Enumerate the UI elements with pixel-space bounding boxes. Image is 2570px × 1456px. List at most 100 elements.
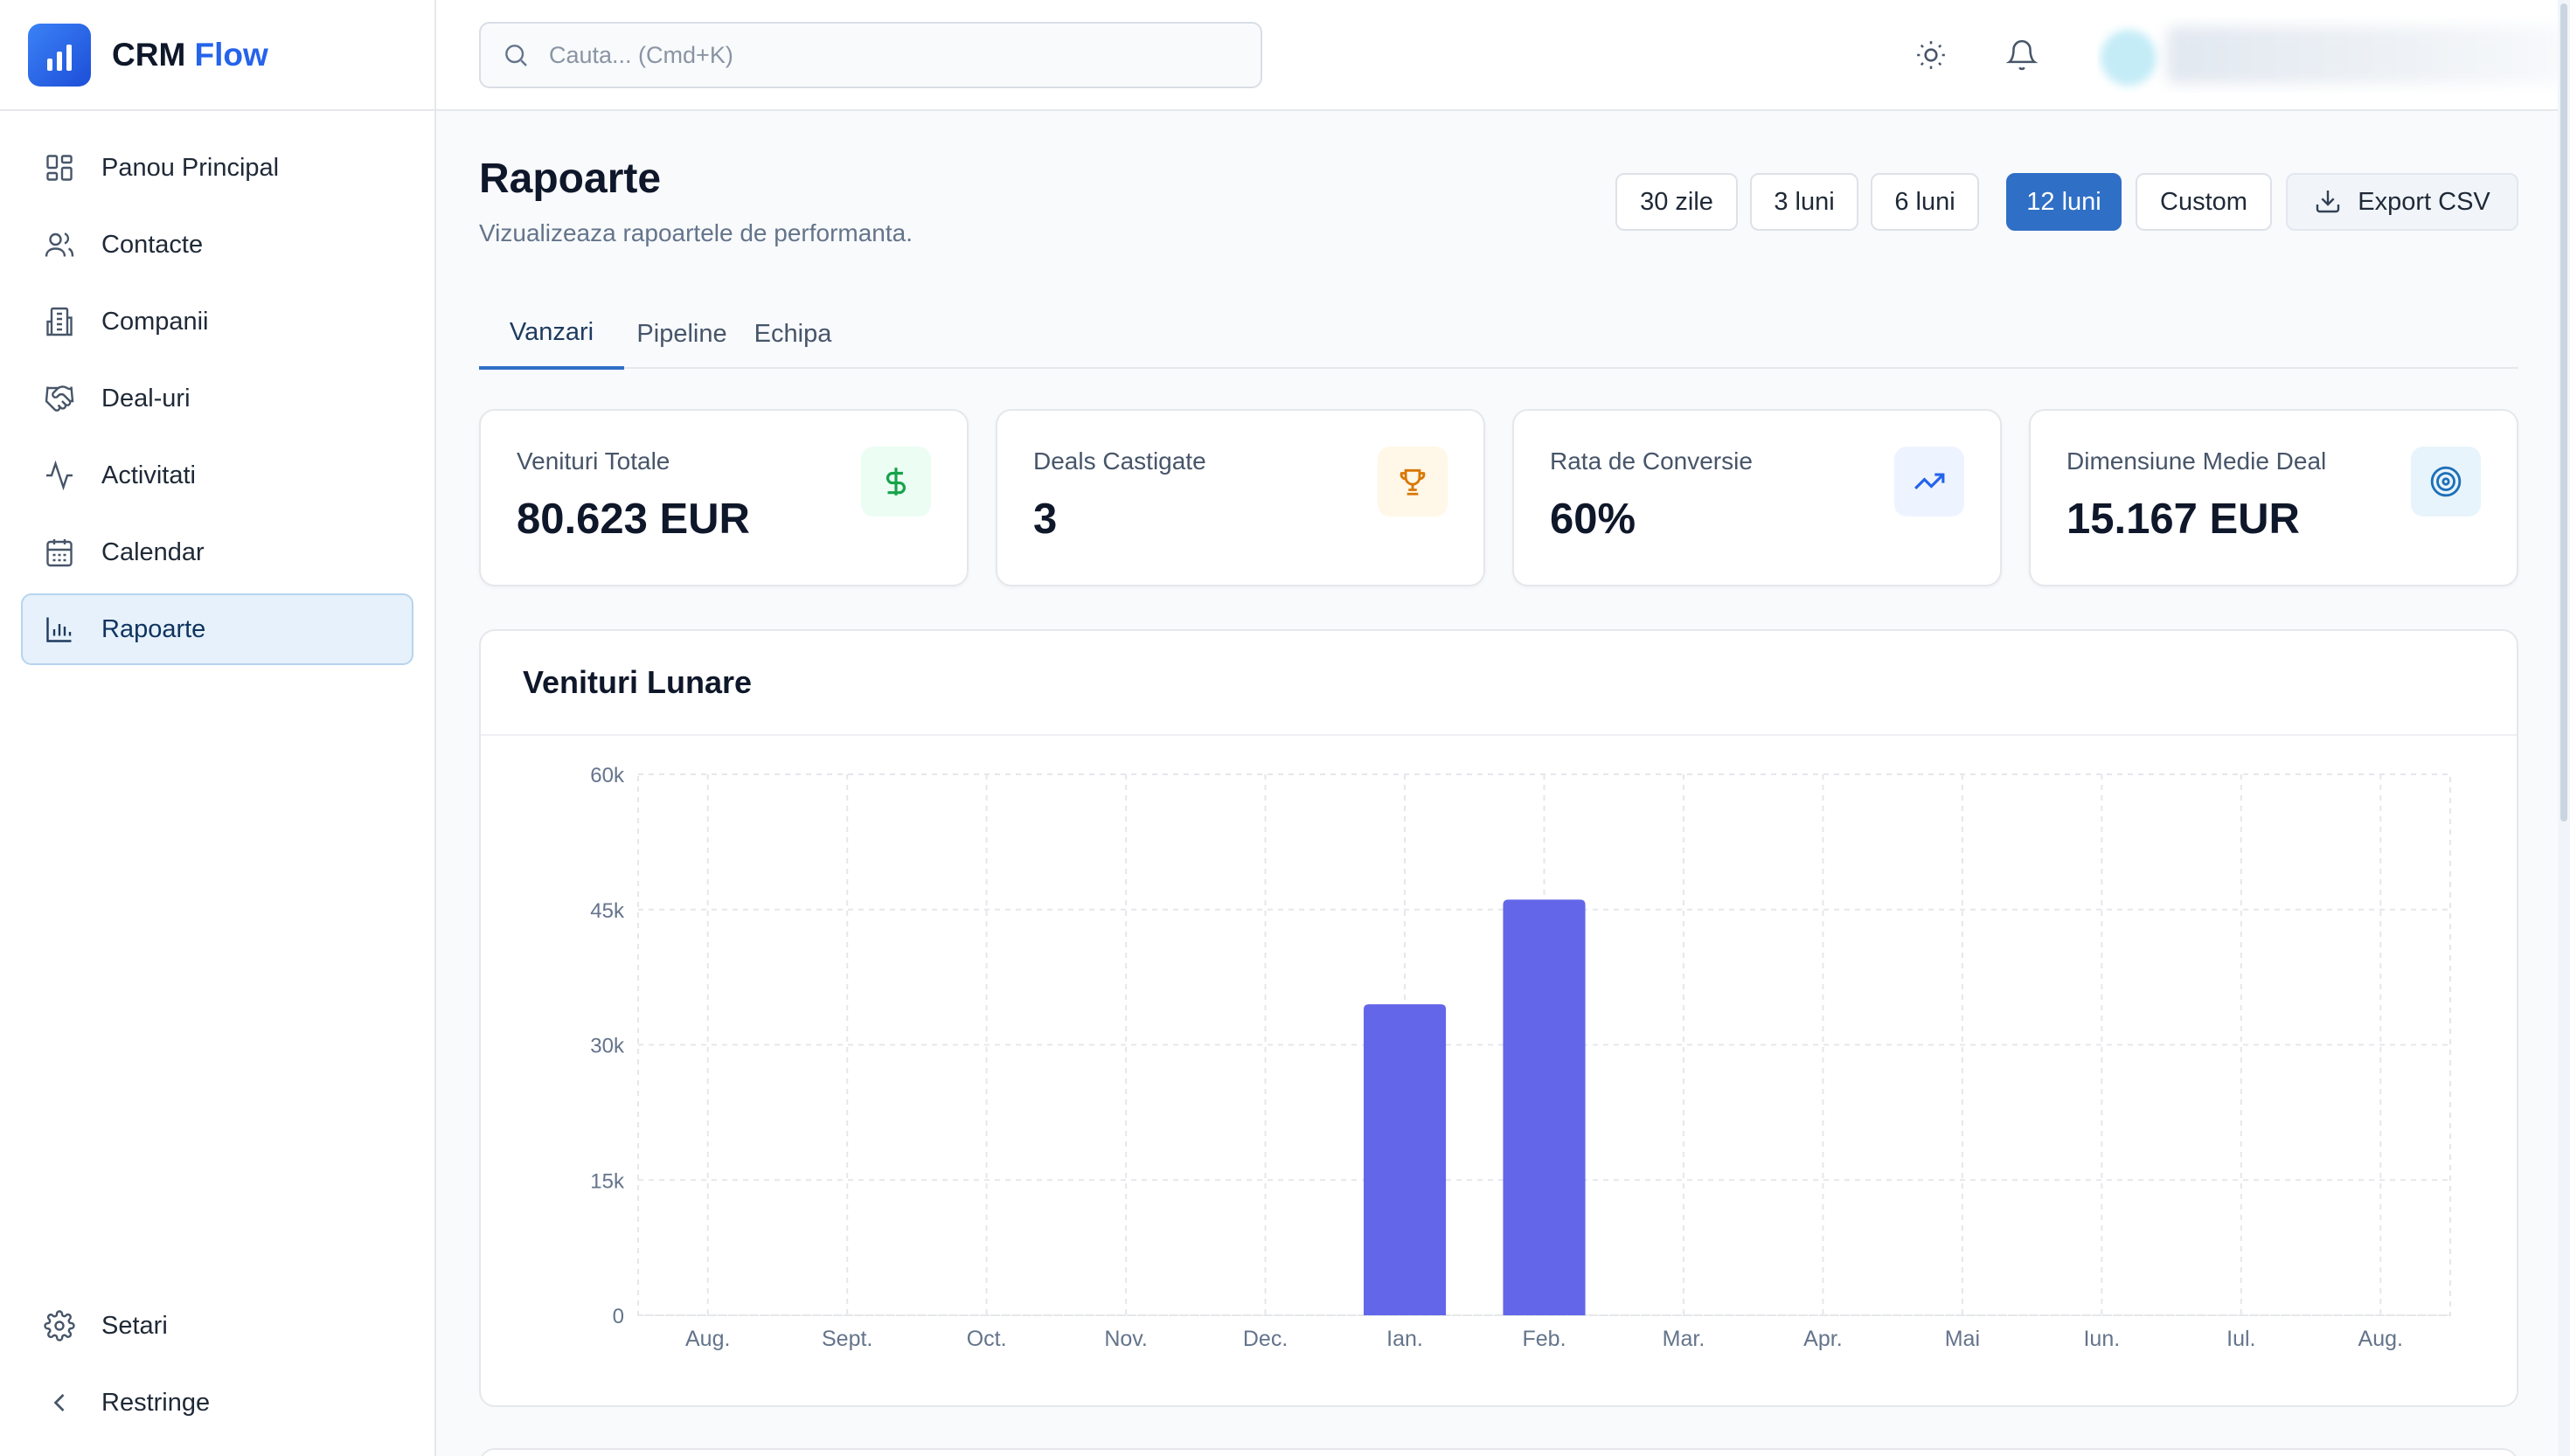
- export-csv-label: Export CSV: [2358, 187, 2490, 216]
- y-tick-label: 30k: [590, 1035, 625, 1058]
- building-icon: [42, 304, 77, 339]
- brand-name-accent: Flow: [194, 36, 268, 73]
- download-icon: [2314, 187, 2344, 217]
- x-tick-label: Iun.: [2083, 1327, 2120, 1351]
- search-box[interactable]: [479, 22, 1262, 88]
- x-tick-label: Mai: [1945, 1327, 1980, 1351]
- y-tick-label: 45k: [590, 899, 625, 923]
- range-12-luni-button[interactable]: 12 luni: [2006, 173, 2122, 231]
- main-content: Rapoarte Vizualizeaza rapoartele de perf…: [478, 111, 2519, 1456]
- trophy-icon: [1378, 447, 1448, 517]
- stat-card-rata-de-conversie: Rata de Conversie 60%: [1512, 409, 2002, 586]
- tab-echipa[interactable]: Echipa: [754, 319, 832, 348]
- y-tick-label: 15k: [590, 1169, 625, 1193]
- x-tick-label: Ian.: [1386, 1327, 1423, 1351]
- dollar-icon: [861, 447, 931, 517]
- stat-label: Venituri Totale: [517, 447, 670, 475]
- brand-logo-icon: [28, 23, 91, 87]
- activity-icon: [42, 458, 77, 493]
- stat-label: Deals Castigate: [1033, 447, 1206, 475]
- sidebar-item-label: Activitati: [101, 461, 196, 489]
- x-tick-label: Dec.: [1243, 1327, 1288, 1351]
- stat-label: Rata de Conversie: [1550, 447, 1753, 475]
- report-tabs: Vanzari Pipeline Echipa: [479, 299, 2518, 370]
- x-tick-label: Mar.: [1663, 1327, 1705, 1351]
- monthly-revenue-chart-card: Venituri Lunare 0 15k 30k 45k 60k Aug. Sept. Oc…: [479, 629, 2518, 1407]
- x-tick-label: Aug.: [685, 1327, 730, 1351]
- collapse-sidebar-button[interactable]: Restringe: [21, 1367, 413, 1439]
- avatar: [2101, 30, 2157, 86]
- user-name-blurred: [2167, 26, 2569, 84]
- brand[interactable]: CRM Flow: [0, 0, 434, 111]
- chevron-left-icon: [42, 1385, 77, 1420]
- sidebar-item-label: Calendar: [101, 537, 205, 566]
- user-menu[interactable]: [2097, 17, 2570, 93]
- sidebar-item-panou-principal[interactable]: Panou Principal: [21, 132, 413, 204]
- monthly-revenue-chart: 0 15k 30k 45k 60k Aug. Sept. Oct. Nov. Dec. Ian. Fe…: [590, 764, 2451, 1351]
- x-tick-label: Iul.: [2226, 1327, 2255, 1351]
- sidebar-item-label: Rapoarte: [101, 614, 206, 643]
- stat-card-deals-castigate: Deals Castigate 3: [996, 409, 1485, 586]
- x-tick-label: Nov.: [1104, 1327, 1148, 1351]
- sidebar-item-label: Setari: [101, 1311, 168, 1340]
- stat-value: 15.167 EUR: [2066, 496, 2300, 543]
- x-tick-label: Oct.: [967, 1327, 1007, 1351]
- y-tick-label: 60k: [590, 764, 625, 787]
- x-tick-label: Feb.: [1522, 1327, 1566, 1351]
- page-subtitle: Vizualizeaza rapoartele de performanta.: [479, 219, 913, 246]
- tab-pipeline[interactable]: Pipeline: [636, 319, 727, 348]
- x-tick-label: Aug.: [2358, 1327, 2403, 1351]
- brand-name-main: CRM: [112, 36, 186, 73]
- sidebar-item-label: Restringe: [101, 1388, 211, 1417]
- users-icon: [42, 227, 77, 262]
- stat-value: 3: [1033, 496, 1058, 543]
- sidebar-item-label: Contacte: [101, 230, 204, 259]
- range-custom-button[interactable]: Custom: [2136, 173, 2272, 231]
- target-icon: [2411, 447, 2481, 517]
- chart-title: Venituri Lunare: [481, 631, 2517, 736]
- stat-card-dimensiune-medie-deal: Dimensiune Medie Deal 15.167 EUR: [2029, 409, 2518, 586]
- sidebar-item-label: Companii: [101, 307, 209, 336]
- export-csv-button[interactable]: Export CSV: [2286, 173, 2518, 231]
- sidebar-nav: Panou Principal Contacte Companii Deal-u…: [0, 111, 434, 665]
- sidebar-item-companii[interactable]: Companii: [21, 286, 413, 357]
- search-input[interactable]: [549, 41, 1231, 69]
- stat-label: Dimensiune Medie Deal: [2066, 447, 2327, 475]
- next-card-partial: [479, 1448, 2518, 1456]
- page-title: Rapoarte: [479, 156, 662, 202]
- stat-value: 80.623 EUR: [517, 496, 750, 543]
- range-6-luni-button[interactable]: 6 luni: [1871, 173, 1979, 231]
- gear-icon: [42, 1308, 77, 1343]
- sidebar-item-contacte[interactable]: Contacte: [21, 209, 413, 281]
- page-scrollbar[interactable]: [2558, 0, 2570, 1456]
- calendar-icon: [42, 535, 77, 570]
- stat-value: 60%: [1550, 496, 1636, 543]
- tab-vanzari[interactable]: Vanzari: [479, 299, 624, 370]
- chart-bar: [1363, 1004, 1447, 1315]
- sidebar-item-calendar[interactable]: Calendar: [21, 517, 413, 588]
- x-tick-label: Sept.: [822, 1327, 872, 1351]
- sidebar-item-label: Deal-uri: [101, 384, 191, 413]
- scrollbar-thumb[interactable]: [2560, 3, 2567, 822]
- topbar: [436, 0, 2570, 111]
- sidebar-item-activitati[interactable]: Activitati: [21, 440, 413, 511]
- sidebar: CRM Flow Panou Principal Contacte Compan…: [0, 0, 436, 1456]
- range-30-zile-button[interactable]: 30 zile: [1615, 173, 1738, 231]
- bar-chart-icon: [42, 612, 77, 647]
- search-icon: [502, 41, 530, 69]
- sidebar-item-deal-uri[interactable]: Deal-uri: [21, 363, 413, 434]
- chart-bar: [1503, 899, 1586, 1315]
- y-tick-label: 0: [613, 1305, 624, 1328]
- brand-name: CRM Flow: [112, 37, 268, 73]
- range-3-luni-button[interactable]: 3 luni: [1750, 173, 1858, 231]
- sidebar-item-rapoarte[interactable]: Rapoarte: [21, 593, 413, 665]
- bell-icon[interactable]: [2002, 35, 2042, 75]
- sidebar-item-setari[interactable]: Setari: [21, 1290, 413, 1362]
- sun-icon[interactable]: [1911, 35, 1951, 75]
- x-tick-label: Apr.: [1803, 1327, 1842, 1351]
- dashboard-icon: [42, 150, 77, 185]
- sidebar-item-label: Panou Principal: [101, 153, 280, 182]
- sidebar-bottom: Setari Restringe: [21, 1290, 413, 1444]
- handshake-icon: [42, 381, 77, 416]
